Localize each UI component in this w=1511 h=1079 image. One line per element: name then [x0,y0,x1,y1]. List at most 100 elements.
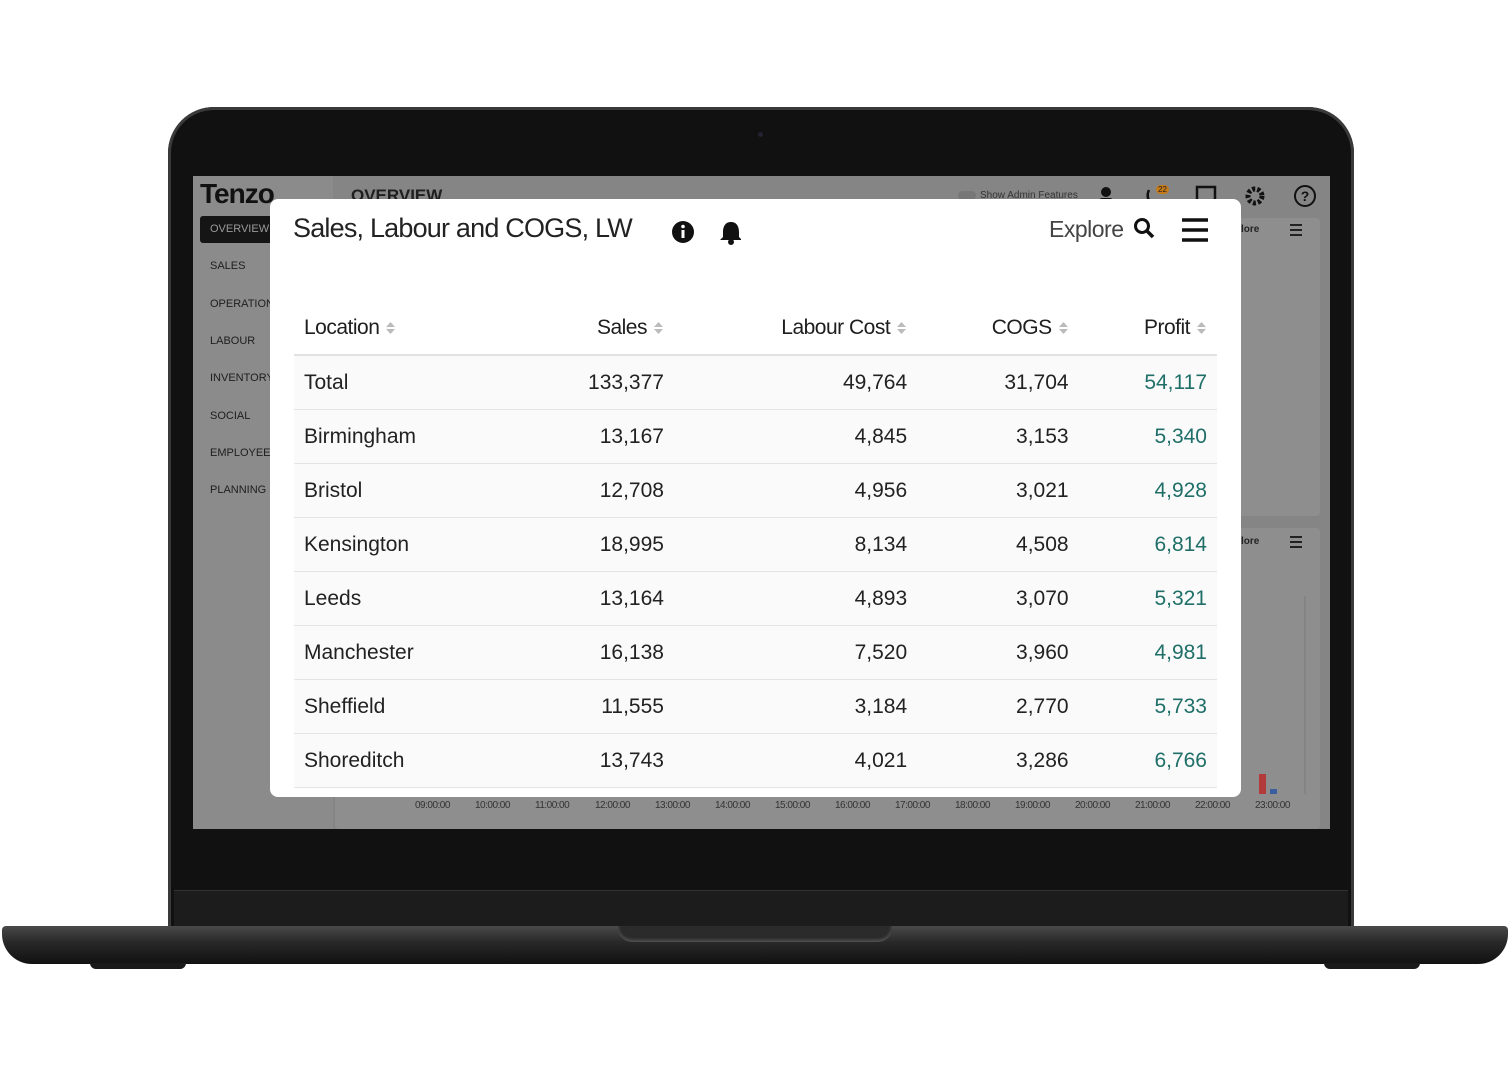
explore-button[interactable]: Explore [1049,216,1155,243]
column-header-label: COGS [991,316,1052,339]
value-cell: 16,138 [514,625,674,680]
chart-hour-label: 14:00:00 [715,800,750,811]
value-cell: 3,960 [917,625,1079,680]
column-header[interactable]: Location [294,302,515,356]
laptop-notch [618,926,892,942]
chart-hour-label: 16:00:00 [835,800,870,811]
search-icon [1134,218,1155,239]
help-icon-glyph: ? [1301,188,1310,204]
data-table: Location Sales Labour Cost COGS Profit Total 1… [294,302,1217,788]
value-cell: 6,766 [1078,733,1217,788]
nav-item[interactable]: SALES [210,260,246,273]
column-header-label: Profit [1143,316,1191,339]
table-row: Bristol 12,708 4,956 3,021 4,928 [294,463,1217,518]
panel-menu-icon[interactable] [1290,224,1304,236]
chart-hour-label: 21:00:00 [1135,800,1170,811]
settings-icon[interactable] [1245,186,1265,206]
nav-item[interactable]: EMPLOYEES [210,446,278,459]
chart-bar [1270,789,1277,794]
explore-label: Explore [1049,216,1124,242]
value-cell: 4,893 [673,571,918,626]
column-header-label: Labour Cost [781,316,891,339]
info-icon-glyph [681,230,685,238]
column-header[interactable]: COGS [917,302,1079,356]
panel-explore[interactable]: lore [1241,224,1260,235]
chart-hour-label: 20:00:00 [1075,800,1110,811]
value-cell: 13,164 [514,571,674,626]
toggle-switch[interactable] [958,190,976,200]
value-cell: 3,070 [917,571,1079,626]
table-row: Shoreditch 13,743 4,021 3,286 6,766 [294,733,1217,788]
user-icon[interactable] [1101,187,1111,197]
laptop-foot [1324,963,1420,969]
chart-hour-label: 23:00:00 [1255,800,1290,811]
bell-icon[interactable] [720,222,741,240]
panel-menu-icon[interactable] [1290,536,1304,548]
value-cell: 5,733 [1078,679,1217,734]
column-header[interactable]: Labour Cost [673,302,918,356]
chart-hour-label: 22:00:00 [1195,800,1230,811]
value-cell: 3,153 [917,409,1079,464]
value-cell: 4,021 [673,733,918,788]
chart-hour-label: 15:00:00 [775,800,810,811]
chart-fragment [1259,596,1306,794]
location-cell: Manchester [294,625,515,680]
nav-item[interactable]: PLANNING [210,484,267,497]
widget-icons [672,221,741,245]
value-cell: 49,764 [673,355,918,410]
sort-icon[interactable] [896,320,907,336]
nav-item[interactable]: OPERATIONS [210,297,282,310]
sort-icon[interactable] [1196,320,1207,336]
admin-toggle-label: Show Admin Features [980,190,1078,201]
location-cell: Birmingham [294,409,515,464]
value-cell: 7,520 [673,625,918,680]
value-cell: 2,770 [917,679,1079,734]
value-cell: 4,928 [1078,463,1217,518]
location-cell: Bristol [294,463,515,518]
value-cell: 5,321 [1078,571,1217,626]
value-cell: 12,708 [514,463,674,518]
sort-icon[interactable] [1058,320,1069,336]
nav-item[interactable]: SOCIAL [210,409,251,422]
value-cell: 13,167 [514,409,674,464]
sort-icon[interactable] [653,320,664,336]
value-cell: 11,555 [514,679,674,734]
value-cell: 3,286 [917,733,1079,788]
value-cell: 3,021 [917,463,1079,518]
header-icons-right: ? [1245,185,1316,207]
header-row: Location Sales Labour Cost COGS Profit [294,302,1217,356]
chart-hour-label: 11:00:00 [535,800,570,811]
value-cell: 8,134 [673,517,918,572]
nav-item[interactable]: OVERVIEW [200,216,280,243]
value-cell: 4,845 [673,409,918,464]
value-cell: 31,704 [917,355,1079,410]
value-cell: 4,508 [917,517,1079,572]
value-cell: 54,117 [1078,355,1217,410]
value-cell: 18,995 [514,517,674,572]
widget-title: Sales, Labour and COGS, LW [293,213,633,243]
sort-icon[interactable] [385,320,396,336]
info-icon-dot [681,224,685,229]
admin-toggle[interactable]: Show Admin Features [958,190,1078,201]
menu-icon[interactable] [1182,218,1208,242]
value-cell: 133,377 [514,355,674,410]
nav-item[interactable]: INVENTORY [210,372,274,385]
value-cell: 13,743 [514,733,674,788]
column-header-label: Location [304,316,380,339]
column-header[interactable]: Profit [1078,302,1217,356]
bell-icon-clapper [728,239,734,245]
value-cell: 4,956 [673,463,918,518]
nav-item[interactable]: LABOUR [210,334,256,347]
panel-explore[interactable]: lore [1241,536,1260,547]
location-cell: Total [294,355,515,410]
total-row: Total 133,377 49,764 31,704 54,117 [294,355,1217,410]
column-header-label: Sales [596,316,648,339]
logo[interactable]: Tenzo [200,178,275,209]
help-icon[interactable] [1294,185,1316,207]
camera [758,132,763,137]
column-header[interactable]: Sales [514,302,674,356]
location-cell: Leeds [294,571,515,626]
widget-modal: Sales, Labour and COGS, LW Explore Locat… [270,199,1241,797]
